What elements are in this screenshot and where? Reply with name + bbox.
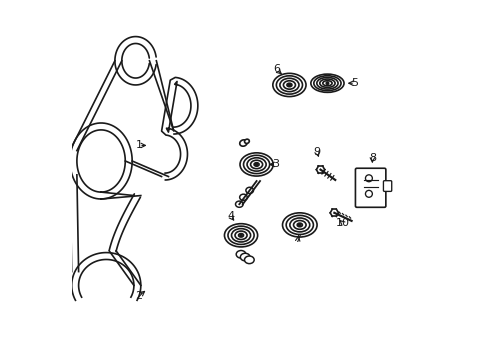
Text: 8: 8: [368, 153, 375, 162]
Text: 1: 1: [135, 140, 142, 150]
Text: 5: 5: [351, 78, 358, 88]
Circle shape: [240, 234, 242, 237]
Text: 2: 2: [135, 291, 142, 301]
Circle shape: [298, 224, 301, 226]
Ellipse shape: [245, 187, 253, 193]
Circle shape: [365, 175, 371, 182]
Ellipse shape: [244, 256, 254, 264]
Ellipse shape: [235, 201, 243, 207]
Ellipse shape: [239, 194, 247, 201]
Ellipse shape: [244, 139, 249, 143]
Circle shape: [365, 190, 371, 197]
Text: 6: 6: [272, 64, 279, 75]
Text: 4: 4: [226, 211, 234, 221]
Circle shape: [288, 84, 290, 86]
Text: 9: 9: [313, 147, 320, 157]
Text: 10: 10: [335, 218, 349, 228]
Ellipse shape: [236, 251, 245, 258]
Ellipse shape: [240, 253, 249, 261]
Circle shape: [255, 163, 257, 166]
Text: 7: 7: [294, 234, 301, 244]
FancyBboxPatch shape: [383, 181, 391, 192]
FancyBboxPatch shape: [355, 168, 385, 207]
Text: 3: 3: [271, 159, 279, 170]
Circle shape: [325, 82, 328, 85]
